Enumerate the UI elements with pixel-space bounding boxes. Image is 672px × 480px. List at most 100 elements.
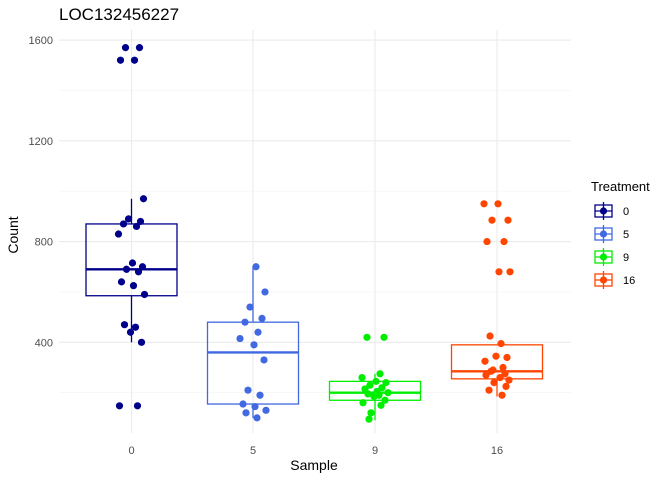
data-point: [372, 377, 380, 385]
data-point: [505, 376, 513, 384]
data-point: [483, 237, 491, 246]
legend-item-16: 16: [594, 271, 635, 289]
data-point: [494, 200, 502, 208]
data-point: [124, 215, 133, 223]
data-point: [120, 321, 129, 329]
point-layer: [114, 44, 514, 423]
data-point: [242, 409, 250, 417]
data-point: [121, 44, 130, 52]
data-point: [251, 402, 259, 411]
data-point: [126, 328, 135, 336]
data-point: [384, 389, 392, 397]
x-axis-title: Sample: [290, 457, 338, 473]
x-tick-label: 5: [250, 445, 256, 457]
data-point: [498, 391, 506, 399]
data-point: [481, 357, 489, 365]
data-point: [135, 44, 144, 52]
data-point: [359, 399, 367, 407]
data-point: [117, 278, 126, 286]
legend-title: Treatment: [591, 179, 650, 194]
data-point: [140, 290, 149, 299]
data-point: [377, 401, 385, 409]
data-point: [136, 217, 145, 226]
data-point: [260, 356, 268, 364]
data-point: [252, 263, 260, 271]
legend-item-5: 5: [594, 225, 629, 243]
data-point: [246, 303, 254, 311]
data-point: [116, 56, 125, 64]
y-tick-label: 1200: [29, 136, 53, 148]
data-point: [256, 391, 264, 399]
data-point: [131, 323, 140, 331]
legend: Treatment 0 5 9 16: [591, 179, 650, 289]
legend-item-0: 0: [594, 202, 629, 220]
legend-key-point: [599, 230, 608, 238]
x-axis-ticks: 0 5 9 16: [128, 445, 503, 457]
data-point: [236, 334, 244, 343]
data-point: [119, 220, 128, 228]
data-point: [504, 216, 512, 224]
grid-lines: [59, 30, 571, 433]
box-iqr: [450, 344, 544, 380]
data-point: [487, 367, 495, 375]
legend-key-point: [599, 253, 608, 261]
data-point: [134, 268, 143, 276]
data-point: [381, 396, 389, 404]
data-point: [254, 328, 262, 336]
data-point: [382, 379, 390, 387]
data-point: [490, 379, 498, 387]
data-point: [499, 363, 507, 372]
data-point: [492, 352, 500, 360]
data-point: [501, 370, 509, 378]
data-point: [137, 338, 146, 346]
box-iqr: [206, 321, 300, 405]
data-point: [363, 333, 371, 341]
data-point: [129, 282, 138, 290]
data-point: [496, 373, 504, 382]
data-point: [506, 268, 514, 276]
legend-key-point: [599, 276, 608, 284]
data-point: [376, 370, 384, 378]
y-tick-label: 400: [35, 337, 53, 349]
data-point: [139, 195, 148, 203]
data-point: [122, 265, 131, 273]
data-point: [482, 371, 490, 379]
data-point: [138, 263, 147, 271]
legend-label: 9: [623, 252, 629, 264]
x-tick-label: 0: [128, 445, 134, 457]
data-point: [480, 200, 488, 208]
data-point: [130, 56, 139, 64]
x-tick-label: 9: [372, 445, 378, 457]
data-point: [364, 390, 372, 398]
data-point: [132, 222, 141, 231]
box-iqr: [85, 223, 178, 297]
data-point: [378, 384, 386, 392]
y-axis-ticks: 400 800 1200 1600: [29, 35, 53, 349]
data-point: [488, 216, 496, 224]
chart-title: LOC132456227: [59, 5, 179, 24]
data-point: [358, 373, 366, 382]
y-tick-label: 800: [35, 237, 53, 249]
data-point: [244, 386, 252, 394]
y-axis-title: Count: [5, 216, 21, 253]
data-point: [497, 339, 505, 348]
data-point: [500, 237, 508, 246]
data-point: [367, 409, 375, 417]
data-point: [133, 402, 142, 410]
data-point: [502, 382, 510, 391]
data-point: [503, 353, 511, 362]
data-point: [241, 318, 249, 326]
legend-label: 16: [623, 275, 635, 287]
legend-label: 0: [623, 206, 629, 218]
y-tick-label: 1600: [29, 35, 53, 47]
data-point: [114, 230, 123, 238]
data-point: [365, 415, 373, 423]
data-point: [495, 268, 503, 276]
data-point: [239, 400, 247, 408]
data-point: [486, 332, 494, 340]
data-point: [370, 392, 378, 401]
legend-item-9: 9: [594, 248, 629, 266]
data-point: [262, 406, 270, 414]
legend-key-point: [599, 207, 608, 215]
